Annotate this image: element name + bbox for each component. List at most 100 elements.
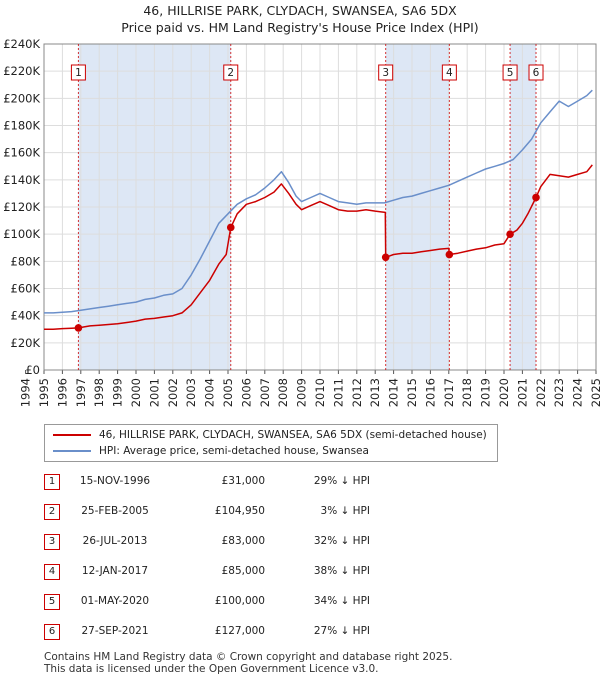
x-tick-label: 1997 (74, 378, 88, 407)
y-tick-label: £20K (11, 336, 41, 350)
x-tick-label: 2011 (331, 378, 345, 407)
sale-hpi-diff: 38% ↓ HPI (313, 565, 370, 577)
chart-title: 46, HILLRISE PARK, CLYDACH, SWANSEA, SA6… (0, 2, 600, 36)
transaction-badge-label: 2 (227, 67, 234, 79)
x-tick-label: 2013 (368, 378, 382, 407)
y-tick-label: £220K (3, 64, 40, 78)
transaction-point (445, 250, 454, 259)
sale-price: £100,000 (214, 595, 265, 607)
transaction-point (506, 230, 514, 238)
price-chart: £0 £20K £40K £60K £80K £100K £120K £140K £160K £1… (3, 37, 600, 407)
legend-swatch-hpi (53, 450, 91, 452)
y-tick-label: £60K (11, 282, 41, 296)
sale-date: 01-MAY-2020 (80, 595, 150, 607)
transaction-badge (441, 64, 457, 81)
x-tick-label: 2006 (239, 378, 253, 407)
sale-hpi-diff: 27% ↓ HPI (313, 625, 370, 637)
y-tick-label: £40K (11, 309, 41, 323)
transaction-point (532, 193, 540, 202)
x-tick-label: 2008 (276, 378, 290, 407)
transaction-point (381, 253, 390, 262)
x-tick-label: 2019 (479, 378, 493, 407)
y-tick-label: £100K (3, 227, 40, 241)
sale-hpi-diff: 34% ↓ HPI (313, 595, 370, 607)
sale-hpi-diff: 3% ↓ HPI (320, 505, 370, 517)
legend: 46, HILLRISE PARK, CLYDACH, SWANSEA, SA6… (44, 424, 498, 462)
x-tick-label: 2004 (203, 378, 217, 407)
sale-date: 27-SEP-2021 (81, 625, 149, 637)
y-tick-label: £140K (3, 173, 40, 187)
x-tick-label: 2020 (497, 378, 511, 407)
legend-label-hpi: HPI: Average price, semi-detached house,… (99, 445, 369, 457)
table-row: 6 27-SEP-2021 £127,000 27% ↓ HPI (0, 617, 600, 647)
x-tick-label: 2018 (460, 378, 474, 407)
x-tick-label: 2024 (571, 378, 585, 407)
x-tick-label: 1994 (19, 378, 33, 407)
transaction-badge (528, 64, 544, 81)
sale-number-badge: 5 (44, 594, 60, 610)
x-tick-label: 2005 (221, 378, 235, 407)
transaction-point (226, 223, 235, 232)
y-tick-label: £80K (11, 254, 41, 268)
x-tick-label: 2012 (350, 378, 364, 407)
x-tick-label: 2014 (387, 378, 401, 407)
y-tick-label: £180K (3, 119, 40, 133)
transaction-badge (502, 64, 518, 81)
sale-number-badge: 3 (44, 534, 60, 550)
transaction-point (74, 324, 83, 332)
transaction-badge-label: 1 (75, 67, 82, 79)
transaction-badge-label: 3 (382, 67, 389, 79)
y-tick-label: £120K (3, 200, 40, 214)
x-tick-label: 2016 (423, 378, 437, 407)
sale-price: £127,000 (214, 625, 265, 637)
footer-copyright: Contains HM Land Registry data © Crown c… (44, 651, 453, 663)
sale-price: £31,000 (221, 475, 265, 487)
transaction-badge (378, 64, 394, 81)
sale-number-badge: 1 (44, 474, 60, 490)
sale-hpi-diff: 32% ↓ HPI (313, 535, 370, 547)
legend-label-property: 46, HILLRISE PARK, CLYDACH, SWANSEA, SA6… (99, 429, 487, 441)
table-row: 2 25-FEB-2005 £104,950 3% ↓ HPI (0, 497, 600, 527)
hpi-line (44, 89, 593, 314)
legend-swatch-property (53, 434, 91, 436)
y-tick-label: £240K (3, 37, 40, 51)
x-tick-label: 2015 (405, 378, 419, 407)
sale-price: £104,950 (214, 505, 265, 517)
y-tick-label: £200K (3, 91, 40, 105)
sale-date: 26-JUL-2013 (82, 535, 148, 547)
x-tick-label: 2025 (589, 378, 600, 407)
sale-date: 15-NOV-1996 (79, 475, 151, 487)
sale-price: £85,000 (221, 565, 265, 577)
sale-date: 12-JAN-2017 (81, 565, 149, 577)
sale-date: 25-FEB-2005 (81, 505, 149, 517)
footer-attribution: Contains HM Land Registry data © Crown c… (44, 651, 452, 675)
x-tick-label: 2007 (258, 378, 272, 407)
x-tick-label: 2002 (166, 378, 180, 407)
x-tick-label: 2017 (442, 378, 456, 407)
x-tick-label: 1998 (92, 378, 106, 407)
x-tick-label: 2001 (147, 378, 161, 407)
y-tick-label: £160K (3, 146, 40, 160)
x-tick-label: 2000 (129, 378, 143, 407)
x-tick-label: 1995 (37, 378, 51, 407)
sale-number-badge: 4 (44, 564, 60, 580)
x-tick-label: 2021 (515, 378, 529, 407)
footer-licence: This data is licensed under the Open Gov… (44, 663, 379, 675)
table-row: 4 12-JAN-2017 £85,000 38% ↓ HPI (0, 557, 600, 587)
title-line-address: 46, HILLRISE PARK, CLYDACH, SWANSEA, SA6… (143, 3, 457, 18)
transaction-badge (70, 64, 86, 81)
x-tick-label: 2003 (184, 378, 198, 407)
table-row: 3 26-JUL-2013 £83,000 32% ↓ HPI (0, 527, 600, 557)
transaction-badge (223, 64, 239, 81)
transaction-badge-label: 6 (533, 67, 540, 79)
plot-frame (43, 43, 597, 371)
table-row: 1 15-NOV-1996 £31,000 29% ↓ HPI (0, 467, 600, 497)
x-tick-label: 2023 (552, 378, 566, 407)
sale-hpi-diff: 29% ↓ HPI (313, 475, 370, 487)
x-tick-label: 2010 (313, 378, 327, 407)
transaction-badge-label: 4 (446, 67, 453, 79)
sale-number-badge: 6 (44, 624, 60, 640)
transaction-badge-label: 5 (507, 67, 514, 79)
x-tick-label: 2009 (295, 378, 309, 407)
x-tick-label: 2022 (534, 378, 548, 407)
